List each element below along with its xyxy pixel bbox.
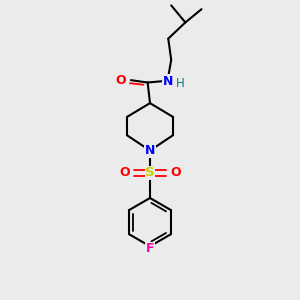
Text: O: O bbox=[116, 74, 127, 87]
Text: N: N bbox=[145, 144, 155, 157]
Text: O: O bbox=[119, 167, 130, 179]
Text: H: H bbox=[176, 77, 184, 90]
Text: O: O bbox=[170, 167, 181, 179]
Text: F: F bbox=[146, 242, 154, 255]
Text: N: N bbox=[163, 74, 173, 88]
Text: S: S bbox=[145, 167, 155, 179]
